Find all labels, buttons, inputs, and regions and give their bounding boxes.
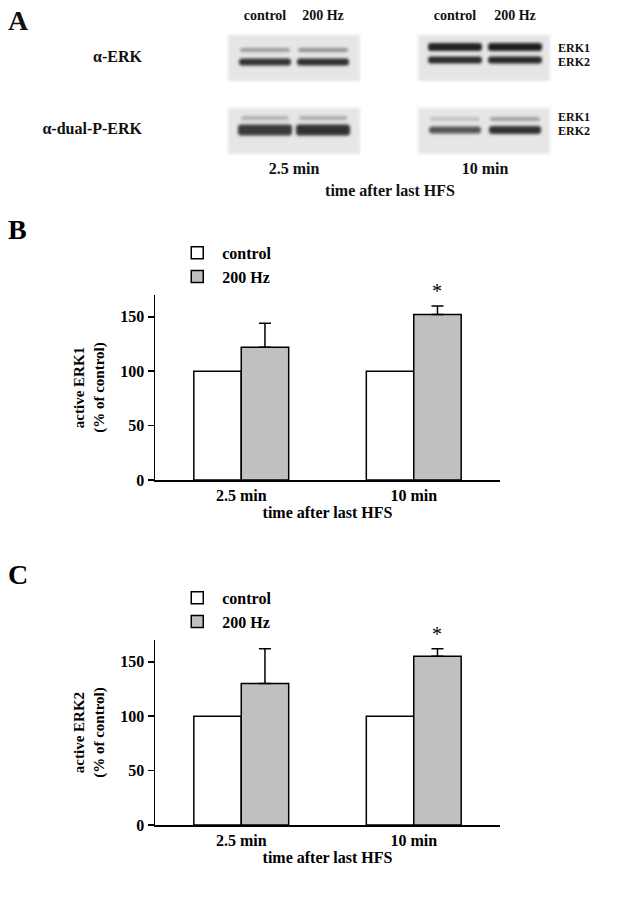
svg-text:control: control: [222, 590, 271, 607]
html-text:C: C: [8, 559, 29, 590]
svg-text:2.5 min: 2.5 min: [269, 160, 320, 177]
html-text:B: B: [8, 214, 27, 245]
svg-text:*: *: [432, 280, 442, 302]
svg-text:time after last HFS: time after last HFS: [325, 182, 455, 199]
svg-text:200 Hz: 200 Hz: [302, 8, 344, 23]
svg-text:ERK1: ERK1: [558, 110, 590, 124]
svg-text:time after last HFS: time after last HFS: [263, 849, 393, 866]
svg-text:200 Hz: 200 Hz: [222, 614, 270, 631]
svg-text:A: A: [8, 5, 29, 36]
svg-text:α-ERK: α-ERK: [93, 48, 142, 65]
svg-text:time after last HFS: time after last HFS: [263, 504, 393, 521]
svg-text:150: 150: [120, 308, 144, 325]
svg-text:2.5 min: 2.5 min: [216, 487, 267, 504]
svg-text:ERK2: ERK2: [558, 124, 590, 138]
svg-text:ERK2: ERK2: [558, 55, 590, 69]
svg-text:ERK1: ERK1: [558, 41, 590, 55]
svg-text:200 Hz: 200 Hz: [494, 8, 536, 23]
svg-text:0: 0: [136, 472, 144, 489]
svg-text:10 min: 10 min: [390, 832, 437, 849]
svg-text:10 min: 10 min: [462, 160, 509, 177]
svg-text:control: control: [434, 8, 477, 23]
svg-text:active ERK1(% of control): active ERK1(% of control): [71, 342, 108, 433]
svg-text:active ERK2(% of control): active ERK2(% of control): [71, 687, 108, 778]
svg-text:100: 100: [120, 708, 144, 725]
svg-text:*: *: [432, 623, 442, 645]
svg-text:150: 150: [120, 653, 144, 670]
svg-text:control: control: [222, 245, 271, 262]
svg-text:2.5 min: 2.5 min: [216, 832, 267, 849]
svg-text:100: 100: [120, 363, 144, 380]
svg-text:10 min: 10 min: [390, 487, 437, 504]
svg-text:control: control: [244, 8, 287, 23]
svg-text:50: 50: [128, 762, 144, 779]
svg-text:50: 50: [128, 417, 144, 434]
svg-text:α-dual-P-ERK: α-dual-P-ERK: [42, 120, 142, 137]
svg-text:200 Hz: 200 Hz: [222, 269, 270, 286]
svg-text:0: 0: [136, 817, 144, 834]
